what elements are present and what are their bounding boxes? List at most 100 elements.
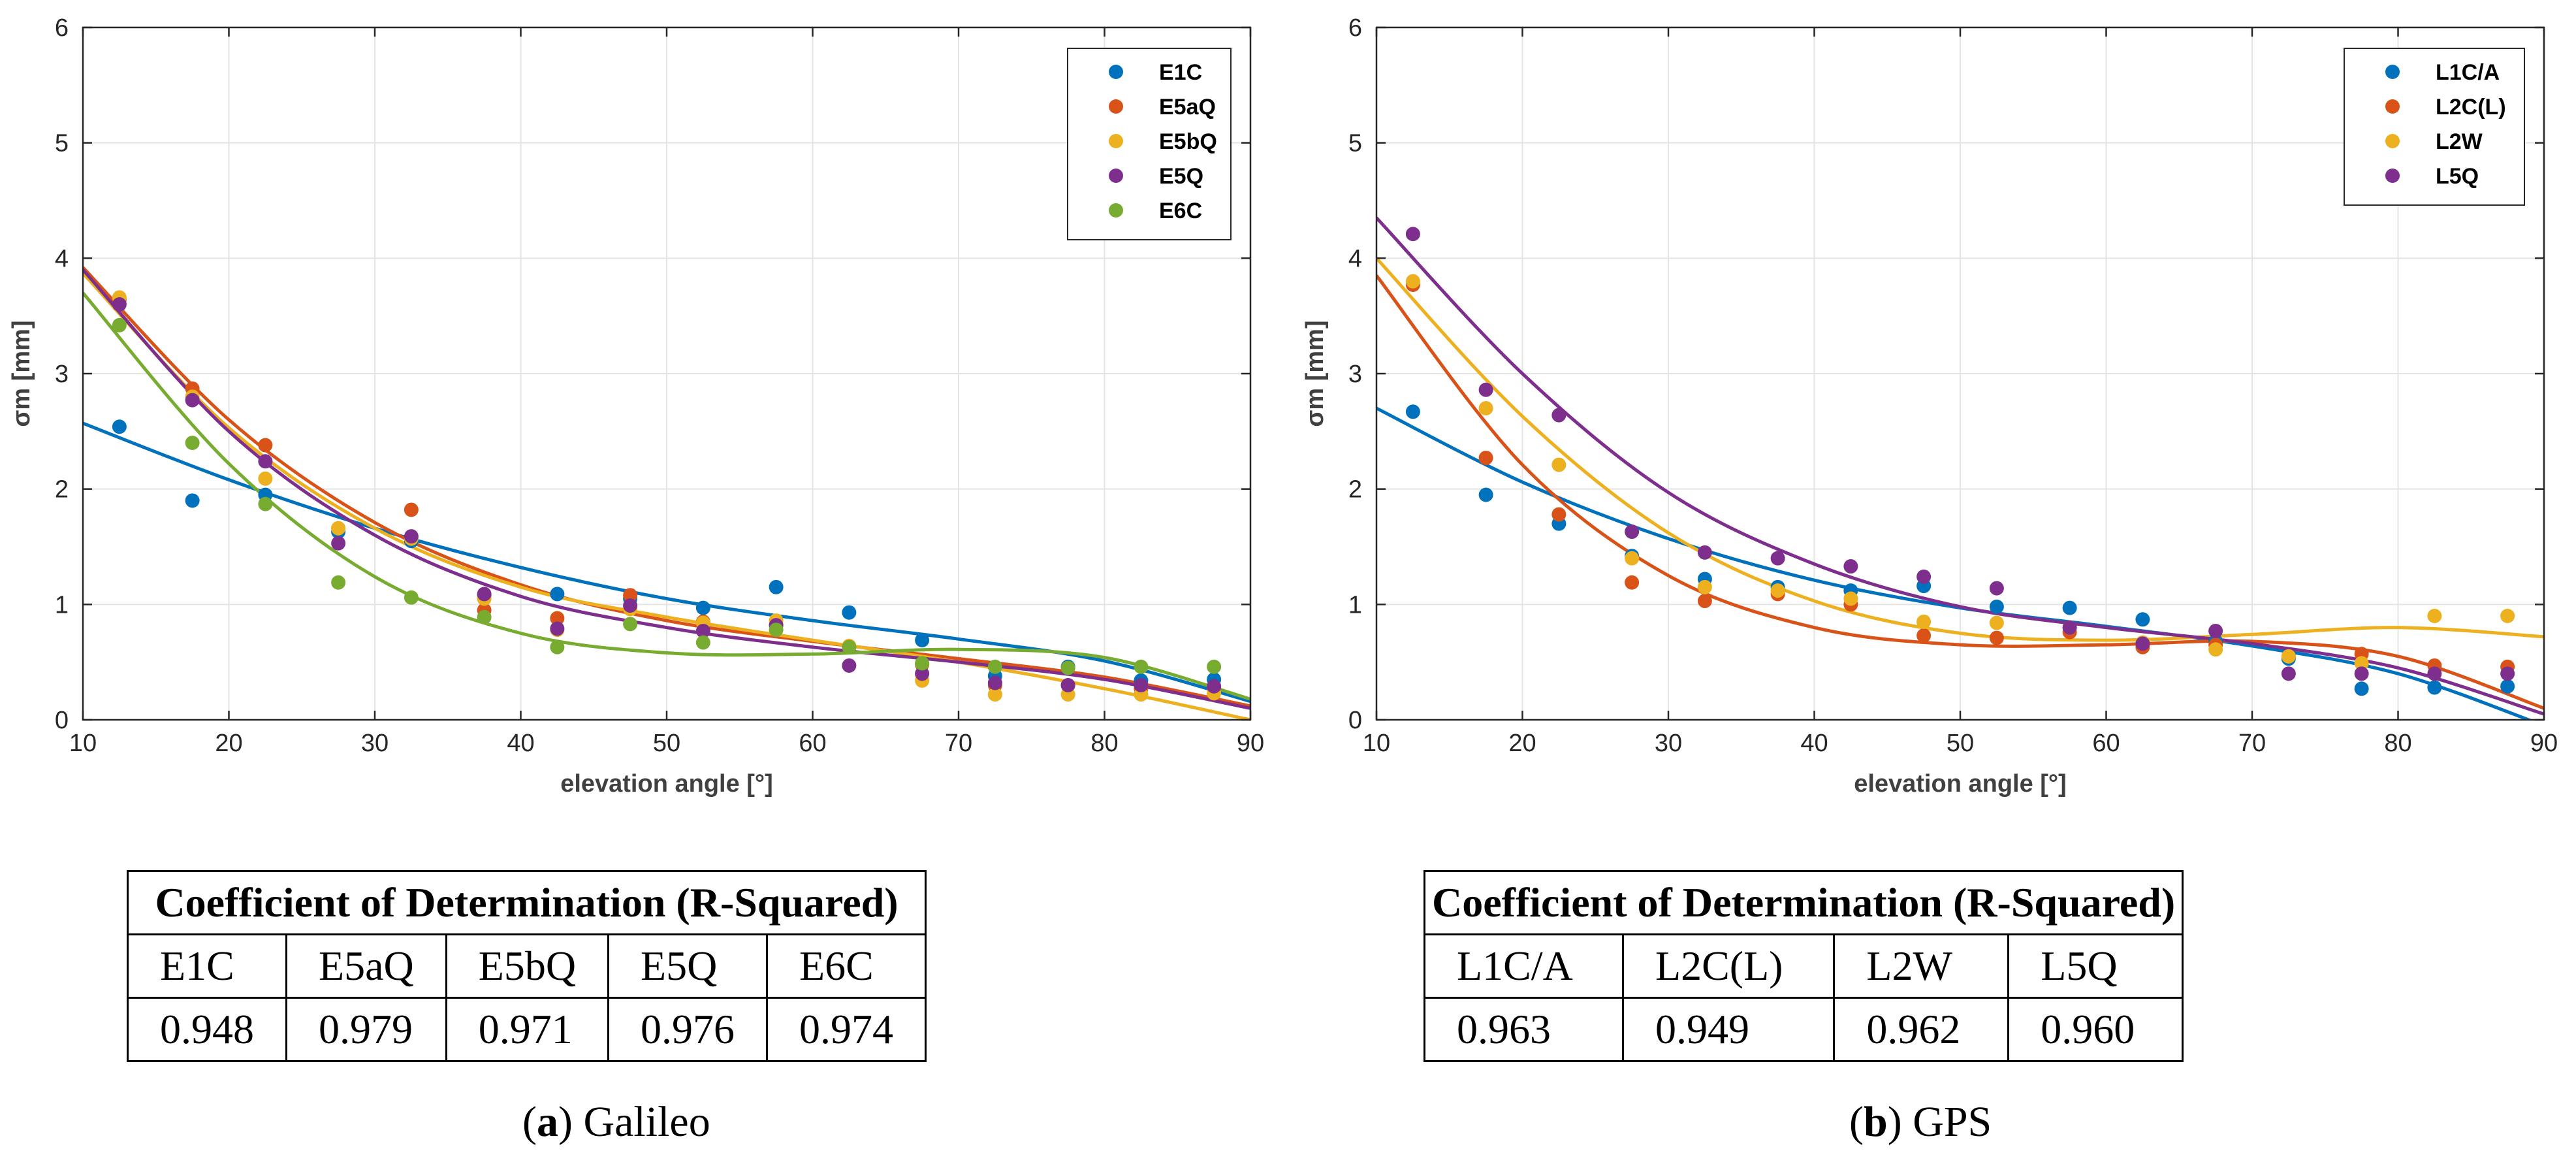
y-tick-label: 0 [55,707,69,734]
r-squared-table-gps: Coefficient of Determination (R-Squared)… [1423,870,2184,1062]
fit-curve-e6c [83,291,1250,701]
data-point-l5q [1478,382,1493,397]
data-point-e6c [1207,659,1222,674]
x-tick-label: 90 [1237,730,1264,757]
table-header-l2cl: L2C(L) [1621,933,1836,999]
y-tick-label: 3 [55,361,69,388]
data-point-e6c [842,639,857,655]
x-tick-label: 60 [799,730,826,757]
x-tick-label: 60 [2092,730,2120,757]
data-point-l2c-l [1625,575,1640,590]
data-point-l5q [1843,559,1858,574]
data-point-l1c-a [2062,600,2077,615]
data-point-e6c [1134,659,1149,674]
table-header-e5aq: E5aQ [285,933,447,999]
data-point-e6c [477,609,492,624]
data-point-l2w [1770,583,1785,598]
data-point-e5q [258,454,273,469]
data-point-e5q [1060,678,1075,692]
data-point-e6c [915,656,930,671]
x-tick-label: 10 [1363,730,1390,757]
y-tick-label: 0 [1348,707,1362,734]
data-point-e1c [769,579,784,594]
table-value-l1ca: 0.963 [1423,997,1624,1062]
caption-text: GPS [1913,1098,1992,1146]
r-squared-table-galileo: Coefficient of Determination (R-Squared)… [126,870,927,1062]
caption-galileo: (a) Galileo [522,1098,710,1146]
y-tick-label: 2 [55,476,69,504]
data-point-l2w [2354,656,2369,671]
data-point-e5q [112,297,127,312]
legend-marker-l1c-a [2385,65,2400,79]
data-point-l2c-l [1551,507,1566,522]
table-value-l2cl: 0.949 [1621,997,1836,1062]
data-point-l2w [1478,401,1493,415]
x-tick-label: 20 [215,730,242,757]
data-point-e6c [623,617,638,632]
data-point-e6c [258,496,273,511]
x-tick-label: 80 [1090,730,1118,757]
data-point-l5q [2500,666,2515,681]
legend-box [2344,48,2525,206]
data-point-l5q [2354,666,2369,681]
data-point-e5q [477,587,492,602]
table-value-e6c: 0.974 [766,997,927,1062]
y-tick-label: 5 [1348,130,1362,157]
caption-text: Galileo [583,1098,710,1146]
y-tick-label: 1 [1348,591,1362,619]
data-point-e5q [1134,678,1149,692]
table-value-l2w: 0.962 [1833,997,2010,1062]
table-header-l1ca: L1C/A [1423,933,1624,999]
caption-label: b [1863,1098,1888,1146]
data-point-e6c [185,436,200,450]
x-tick-label: 20 [1508,730,1536,757]
legend-marker-e5q [1109,169,1123,183]
data-point-e1c [185,493,200,508]
legend-marker-l2w [2385,134,2400,148]
table-value-e5aq: 0.979 [285,997,447,1062]
data-point-l1c-a [2135,612,2150,627]
data-point-l2w [1551,457,1566,472]
data-point-e1c [915,633,930,648]
legend-marker-e5bq [1109,134,1123,148]
data-point-e5q [695,623,710,638]
data-point-l5q [2281,666,2296,681]
data-point-l2w [2427,609,2442,623]
y-axis-label: σm [mm] [1301,320,1329,427]
table-header-l2w: L2W [1833,933,2010,999]
legend-label-e5aq: E5aQ [1159,95,1216,120]
y-tick-label: 3 [1348,361,1362,388]
data-point-l5q [1770,551,1785,566]
data-point-l2w [1697,579,1712,594]
caption-gps: (b) GPS [1849,1098,1992,1146]
x-tick-label: 70 [2238,730,2266,757]
data-point-l2w [2500,609,2515,623]
data-point-l5q [2135,636,2150,651]
legend-label-e5q: E5Q [1159,164,1203,189]
legend-box [1067,48,1232,240]
data-point-e5q [550,621,565,636]
x-tick-label: 90 [2530,730,2558,757]
data-point-e6c [404,590,419,605]
table-header-e1c: E1C [127,933,287,999]
y-tick-label: 6 [55,14,69,42]
x-tick-label: 70 [945,730,972,757]
data-point-e5q [185,393,200,408]
chart-panel-gps: 10 20 30 40 50 60 70 80 90 0 1 2 3 4 5 6 elevation angle… [1301,14,2558,798]
table-value-e1c: 0.948 [127,997,287,1062]
data-point-l2w [2281,649,2296,664]
data-point-l2w [1989,615,2004,630]
y-tick-label: 6 [1348,14,1362,42]
data-point-e6c [769,622,784,638]
x-tick-label: 40 [507,730,534,757]
data-point-l2w [2208,642,2223,657]
data-point-l5q [2427,666,2442,681]
data-point-e5q [842,658,857,673]
data-point-e5bq [331,521,346,536]
legend-marker-e1c [1109,65,1123,79]
data-point-l2w [1843,591,1858,606]
data-point-e6c [1060,660,1075,675]
fit-curve-l2c-l [1376,274,2544,710]
table-value-e5bq: 0.971 [445,997,610,1062]
